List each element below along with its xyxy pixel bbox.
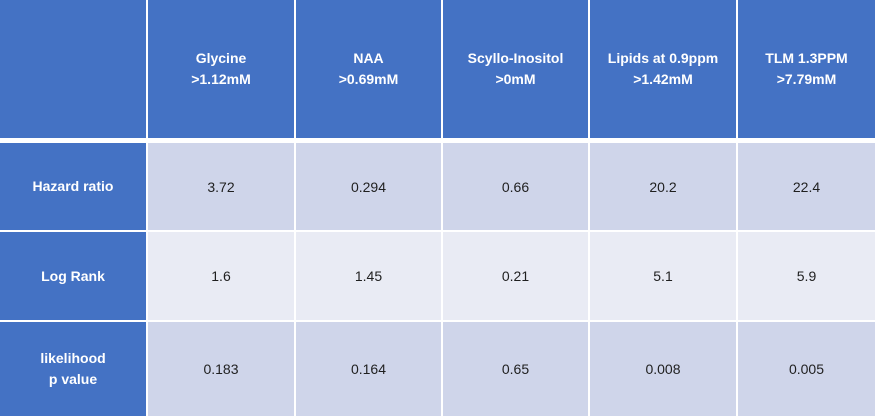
cell-value: 1.45 [354,268,383,284]
column-header-tlm: TLM 1.3PPM >7.79mM [738,0,875,143]
table-cell-pvalue-tlm: 0.005 [738,322,875,418]
cell-value: 0.21 [501,268,530,284]
cell-value: 22.4 [792,178,821,195]
row-header-likelihood-p-value: likelihood p value [0,322,148,418]
table-cell-logrank-glycine: 1.6 [148,232,296,322]
cell-value: 0.005 [788,361,825,377]
metabolite-name: TLM 1.3PPM [765,50,848,66]
cell-value: 0.294 [350,178,387,195]
table-cell-pvalue-scyllo: 0.65 [443,322,590,418]
cell-value: 20.2 [649,178,677,195]
metabolite-name: Scyllo-Inositol [467,50,564,66]
row-label: Log Rank [41,267,105,284]
cell-value: 0.183 [203,361,239,377]
table-cell-logrank-scyllo: 0.21 [443,232,590,322]
column-header-naa: NAA >0.69mM [296,0,443,143]
metabolite-name: Glycine [195,50,247,66]
table-cell-logrank-naa: 1.45 [296,232,443,322]
table-cell-pvalue-lipids: 0.008 [590,322,738,418]
metabolite-threshold: >1.42mM [633,71,693,87]
table-cell-hazard-glycine: 3.72 [148,143,296,232]
cell-value: 0.008 [645,361,681,377]
row-label-line2: p value [48,371,98,387]
cell-value: 0.164 [350,361,387,377]
table-cell-hazard-tlm: 22.4 [738,143,875,232]
cell-value: 3.72 [207,178,235,195]
row-header-hazard-ratio: Hazard ratio [0,143,148,232]
cell-value: 0.65 [501,361,530,377]
table-cell-hazard-naa: 0.294 [296,143,443,232]
cell-value: 1.6 [211,268,231,284]
metabolite-name: NAA [353,50,384,66]
row-label: Hazard ratio [32,178,114,194]
column-header-scyllo-inositol: Scyllo-Inositol >0mM [443,0,590,143]
column-header-lipids: Lipids at 0.9ppm >1.42mM [590,0,738,143]
cell-value: 5.9 [796,268,817,284]
row-label-line1: likelihood [40,350,106,366]
column-header-glycine: Glycine >1.12mM [148,0,296,143]
table-cell-hazard-lipids: 20.2 [590,143,738,232]
cell-value: 5.1 [653,268,673,284]
table-cell-hazard-scyllo: 0.66 [443,143,590,232]
table-cell-pvalue-glycine: 0.183 [148,322,296,418]
cell-value: 0.66 [501,178,530,195]
metabolite-threshold: >0.69mM [338,71,399,87]
metabolite-threshold: >1.12mM [191,71,251,87]
metabolite-threshold: >0mM [495,71,536,87]
table-cell-logrank-lipids: 5.1 [590,232,738,322]
metabolite-name: Lipids at 0.9ppm [607,50,719,66]
metabolite-threshold: >7.79mM [776,71,837,87]
row-header-log-rank: Log Rank [0,232,148,322]
corner-cell [0,0,148,143]
table-cell-logrank-tlm: 5.9 [738,232,875,322]
table-cell-pvalue-naa: 0.164 [296,322,443,418]
